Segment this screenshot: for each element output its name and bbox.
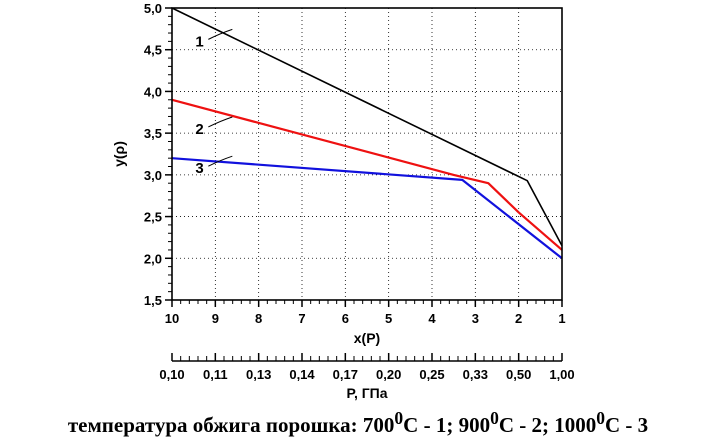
y-tick-label: 3,0 (144, 168, 162, 183)
series-line-1 (171, 7, 563, 247)
x-tick-label: 2 (515, 311, 522, 326)
x-tick-label: 9 (212, 311, 219, 326)
p-axis-tick-label: 0,13 (246, 367, 271, 382)
caption-degree-2: 0 (490, 408, 499, 428)
p-axis-tick-label: 1,00 (549, 367, 574, 382)
x-tick-label: 10 (165, 311, 179, 326)
caption-degree-1: 0 (394, 408, 404, 428)
p-axis-title: P, ГПа (346, 385, 387, 401)
y-tick-label: 1,5 (144, 293, 162, 308)
caption-temp-3: 1000 (554, 413, 597, 437)
curve-leader-2 (208, 116, 233, 128)
p-axis-tick-label: 0,50 (506, 367, 531, 382)
curve-leader-3 (208, 155, 233, 167)
p-axis-tick-label: 0,25 (419, 367, 444, 382)
curve-label-2: 2 (195, 121, 203, 138)
p-axis-tick-label: 0,10 (159, 367, 184, 382)
y-tick-label: 4,5 (144, 43, 162, 58)
y-tick-label: 3,5 (144, 126, 162, 141)
x-tick-label: 3 (472, 311, 479, 326)
x-tick-label: 6 (342, 311, 349, 326)
p-axis-tick-label: 0,17 (333, 367, 358, 382)
caption-degree-3: 0 (596, 408, 605, 428)
caption-rest-3: C - 3 (604, 413, 649, 437)
y-tick-label: 2,5 (144, 210, 162, 225)
x-tick-label: 1 (558, 311, 565, 326)
x-axis-title: x(P) (354, 330, 380, 346)
series-line-2 (171, 98, 563, 251)
x-tick-label: 7 (298, 311, 305, 326)
y-tick-label: 5,0 (144, 1, 162, 16)
chart: 1,5 2,0 2,5 3,0 3,5 4,0 4,5 5,0 10 9 8 7 6 5 4 3 2 1 y(ρ) x… (111, 1, 575, 401)
p-axis-tick-label: 0,11 (203, 367, 228, 382)
caption-rest-2: C - 2; (498, 413, 555, 437)
x-tick-label: 4 (428, 311, 436, 326)
caption-temp-2: 900 (458, 413, 491, 437)
x-tick-label: 8 (255, 311, 262, 326)
caption-prefix: температура обжига порошка: (67, 413, 363, 437)
y-axis-title: y(ρ) (111, 141, 127, 167)
caption-rest-1: C - 1; (403, 413, 459, 437)
y-tick-label: 2,0 (144, 251, 162, 266)
curve-label-3: 3 (195, 160, 203, 177)
plot-frame (171, 7, 563, 301)
p-axis-tick-label: 0,20 (376, 367, 401, 382)
series-line-3 (171, 157, 563, 260)
caption-temp-1: 700 (362, 413, 395, 437)
chart-caption: температура обжига порошка: 7000C - 1; 9… (0, 408, 716, 438)
p-axis-tick-label: 0,14 (289, 367, 315, 382)
p-axis-tick-label: 0,33 (463, 367, 488, 382)
x-tick-label: 5 (385, 311, 392, 326)
y-tick-label: 4,0 (144, 84, 162, 99)
curve-label-1: 1 (195, 33, 203, 50)
curve-leader-1 (208, 28, 233, 40)
